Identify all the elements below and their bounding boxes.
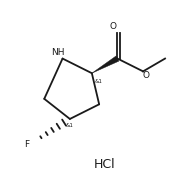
- Text: NH: NH: [51, 48, 65, 57]
- Text: O: O: [109, 22, 116, 31]
- Text: &1: &1: [95, 79, 102, 84]
- Polygon shape: [92, 56, 119, 73]
- Text: O: O: [142, 71, 149, 81]
- Text: HCl: HCl: [94, 158, 116, 171]
- Text: &1: &1: [65, 123, 73, 128]
- Text: F: F: [24, 140, 29, 149]
